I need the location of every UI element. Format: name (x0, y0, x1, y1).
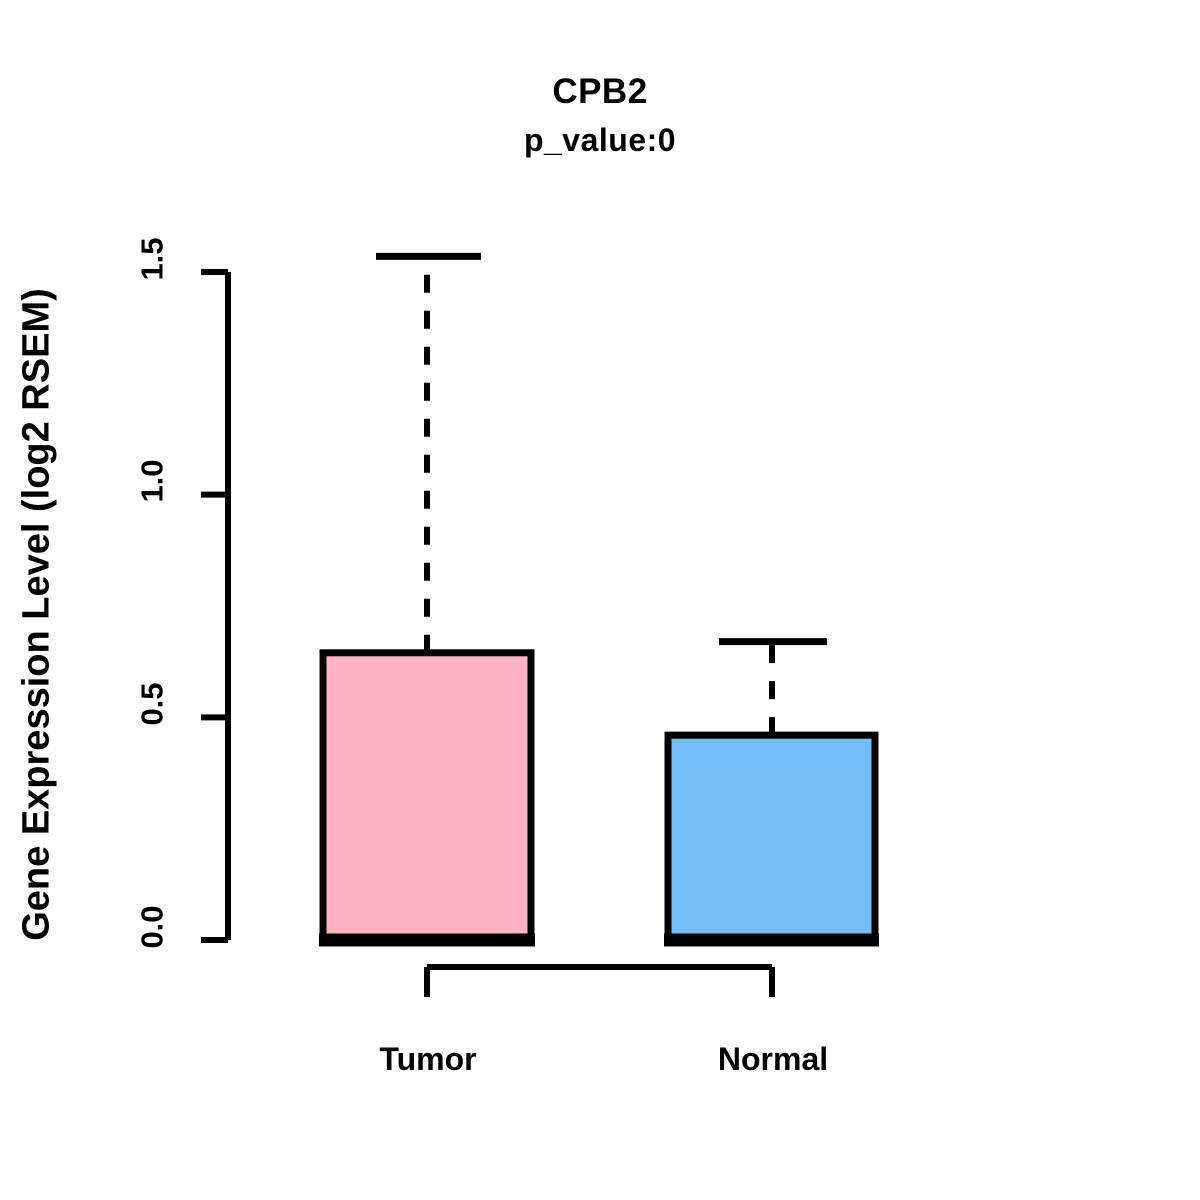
chart-subtitle: p_value:0 (523, 122, 677, 158)
x-tick-label-normal: Normal (717, 1041, 829, 1077)
box-tumor (319, 649, 535, 944)
x-tick-label-tumor: Tumor (379, 1041, 477, 1077)
page-title: CPB2 (552, 72, 648, 111)
box-normal (664, 731, 879, 944)
